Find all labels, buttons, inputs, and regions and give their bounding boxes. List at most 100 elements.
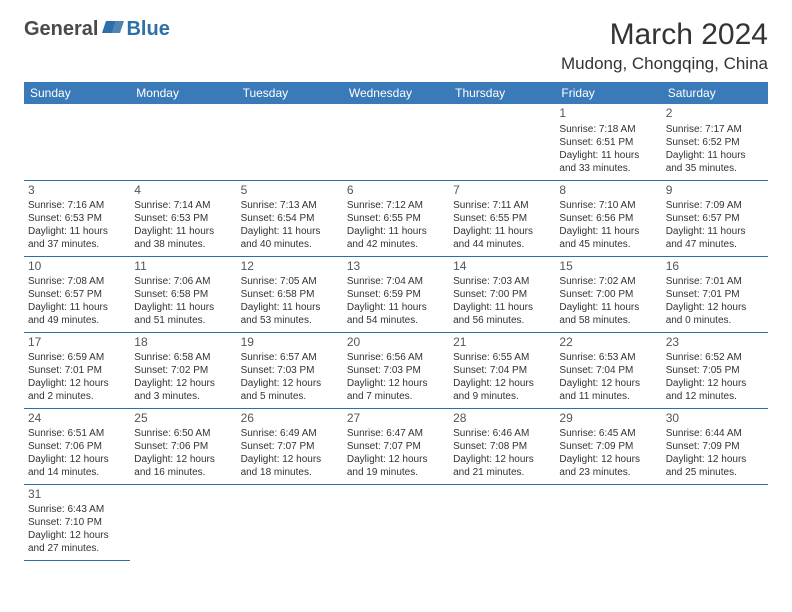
weekday-header: Tuesday	[237, 82, 343, 104]
calendar-cell: 2Sunrise: 7:17 AMSunset: 6:52 PMDaylight…	[662, 104, 768, 180]
day-number: 9	[666, 183, 764, 199]
calendar-cell: 10Sunrise: 7:08 AMSunset: 6:57 PMDayligh…	[24, 256, 130, 332]
calendar-body: 1Sunrise: 7:18 AMSunset: 6:51 PMDaylight…	[24, 104, 768, 560]
daylight-line: Daylight: 11 hours and 53 minutes.	[241, 301, 339, 327]
daylight-line: Daylight: 12 hours and 12 minutes.	[666, 377, 764, 403]
calendar-table: SundayMondayTuesdayWednesdayThursdayFrid…	[24, 82, 768, 561]
sunset-line: Sunset: 7:04 PM	[453, 364, 551, 377]
sunrise-line: Sunrise: 7:14 AM	[134, 199, 232, 212]
calendar-cell: 21Sunrise: 6:55 AMSunset: 7:04 PMDayligh…	[449, 332, 555, 408]
daylight-line: Daylight: 11 hours and 40 minutes.	[241, 225, 339, 251]
sunrise-line: Sunrise: 7:11 AM	[453, 199, 551, 212]
sunset-line: Sunset: 6:55 PM	[453, 212, 551, 225]
daylight-line: Daylight: 12 hours and 21 minutes.	[453, 453, 551, 479]
sunset-line: Sunset: 7:07 PM	[347, 440, 445, 453]
day-number: 11	[134, 259, 232, 275]
calendar-cell	[237, 484, 343, 560]
sunset-line: Sunset: 7:01 PM	[666, 288, 764, 301]
day-number: 23	[666, 335, 764, 351]
flag-icon	[102, 19, 124, 40]
sunrise-line: Sunrise: 6:50 AM	[134, 427, 232, 440]
sunrise-line: Sunrise: 7:02 AM	[559, 275, 657, 288]
daylight-line: Daylight: 12 hours and 23 minutes.	[559, 453, 657, 479]
sunrise-line: Sunrise: 6:43 AM	[28, 503, 126, 516]
logo-text-general: General	[24, 18, 98, 41]
sunrise-line: Sunrise: 7:18 AM	[559, 123, 657, 136]
calendar-cell: 24Sunrise: 6:51 AMSunset: 7:06 PMDayligh…	[24, 408, 130, 484]
sunrise-line: Sunrise: 7:10 AM	[559, 199, 657, 212]
sunset-line: Sunset: 7:02 PM	[134, 364, 232, 377]
sunset-line: Sunset: 7:07 PM	[241, 440, 339, 453]
weekday-header: Wednesday	[343, 82, 449, 104]
calendar-cell: 28Sunrise: 6:46 AMSunset: 7:08 PMDayligh…	[449, 408, 555, 484]
sunrise-line: Sunrise: 6:58 AM	[134, 351, 232, 364]
sunset-line: Sunset: 7:08 PM	[453, 440, 551, 453]
calendar-cell: 23Sunrise: 6:52 AMSunset: 7:05 PMDayligh…	[662, 332, 768, 408]
daylight-line: Daylight: 12 hours and 25 minutes.	[666, 453, 764, 479]
sunrise-line: Sunrise: 7:16 AM	[28, 199, 126, 212]
calendar-cell	[449, 104, 555, 180]
calendar-header-row: SundayMondayTuesdayWednesdayThursdayFrid…	[24, 82, 768, 104]
day-number: 15	[559, 259, 657, 275]
day-number: 8	[559, 183, 657, 199]
location: Mudong, Chongqing, China	[561, 54, 768, 74]
daylight-line: Daylight: 11 hours and 38 minutes.	[134, 225, 232, 251]
calendar-cell: 4Sunrise: 7:14 AMSunset: 6:53 PMDaylight…	[130, 180, 236, 256]
sunset-line: Sunset: 7:01 PM	[28, 364, 126, 377]
sunrise-line: Sunrise: 6:47 AM	[347, 427, 445, 440]
daylight-line: Daylight: 11 hours and 54 minutes.	[347, 301, 445, 327]
day-number: 29	[559, 411, 657, 427]
calendar-cell: 17Sunrise: 6:59 AMSunset: 7:01 PMDayligh…	[24, 332, 130, 408]
sunrise-line: Sunrise: 6:49 AM	[241, 427, 339, 440]
day-number: 13	[347, 259, 445, 275]
daylight-line: Daylight: 12 hours and 0 minutes.	[666, 301, 764, 327]
calendar-cell: 14Sunrise: 7:03 AMSunset: 7:00 PMDayligh…	[449, 256, 555, 332]
daylight-line: Daylight: 12 hours and 19 minutes.	[347, 453, 445, 479]
calendar-cell: 13Sunrise: 7:04 AMSunset: 6:59 PMDayligh…	[343, 256, 449, 332]
sunrise-line: Sunrise: 6:51 AM	[28, 427, 126, 440]
sunset-line: Sunset: 6:51 PM	[559, 136, 657, 149]
daylight-line: Daylight: 11 hours and 49 minutes.	[28, 301, 126, 327]
day-number: 22	[559, 335, 657, 351]
sunset-line: Sunset: 6:58 PM	[134, 288, 232, 301]
calendar-cell: 7Sunrise: 7:11 AMSunset: 6:55 PMDaylight…	[449, 180, 555, 256]
weekday-header: Thursday	[449, 82, 555, 104]
daylight-line: Daylight: 12 hours and 9 minutes.	[453, 377, 551, 403]
calendar-cell	[343, 104, 449, 180]
sunrise-line: Sunrise: 7:13 AM	[241, 199, 339, 212]
daylight-line: Daylight: 11 hours and 37 minutes.	[28, 225, 126, 251]
daylight-line: Daylight: 12 hours and 16 minutes.	[134, 453, 232, 479]
sunset-line: Sunset: 6:53 PM	[134, 212, 232, 225]
day-number: 28	[453, 411, 551, 427]
day-number: 17	[28, 335, 126, 351]
sunset-line: Sunset: 7:03 PM	[347, 364, 445, 377]
daylight-line: Daylight: 12 hours and 11 minutes.	[559, 377, 657, 403]
sunset-line: Sunset: 7:06 PM	[28, 440, 126, 453]
day-number: 31	[28, 487, 126, 503]
day-number: 7	[453, 183, 551, 199]
day-number: 2	[666, 106, 764, 122]
day-number: 26	[241, 411, 339, 427]
sunrise-line: Sunrise: 7:05 AM	[241, 275, 339, 288]
sunrise-line: Sunrise: 6:57 AM	[241, 351, 339, 364]
title-block: March 2024 Mudong, Chongqing, China	[561, 18, 768, 74]
sunrise-line: Sunrise: 7:12 AM	[347, 199, 445, 212]
daylight-line: Daylight: 11 hours and 51 minutes.	[134, 301, 232, 327]
daylight-line: Daylight: 11 hours and 33 minutes.	[559, 149, 657, 175]
calendar-cell: 5Sunrise: 7:13 AMSunset: 6:54 PMDaylight…	[237, 180, 343, 256]
calendar-cell	[130, 484, 236, 560]
logo-text-blue: Blue	[126, 18, 169, 41]
sunrise-line: Sunrise: 7:03 AM	[453, 275, 551, 288]
sunrise-line: Sunrise: 6:46 AM	[453, 427, 551, 440]
sunrise-line: Sunrise: 7:04 AM	[347, 275, 445, 288]
sunset-line: Sunset: 7:00 PM	[559, 288, 657, 301]
calendar-cell	[24, 104, 130, 180]
daylight-line: Daylight: 12 hours and 5 minutes.	[241, 377, 339, 403]
calendar-cell: 31Sunrise: 6:43 AMSunset: 7:10 PMDayligh…	[24, 484, 130, 560]
sunrise-line: Sunrise: 6:55 AM	[453, 351, 551, 364]
sunrise-line: Sunrise: 7:01 AM	[666, 275, 764, 288]
calendar-cell: 3Sunrise: 7:16 AMSunset: 6:53 PMDaylight…	[24, 180, 130, 256]
calendar-cell: 11Sunrise: 7:06 AMSunset: 6:58 PMDayligh…	[130, 256, 236, 332]
sunset-line: Sunset: 6:53 PM	[28, 212, 126, 225]
daylight-line: Daylight: 11 hours and 42 minutes.	[347, 225, 445, 251]
